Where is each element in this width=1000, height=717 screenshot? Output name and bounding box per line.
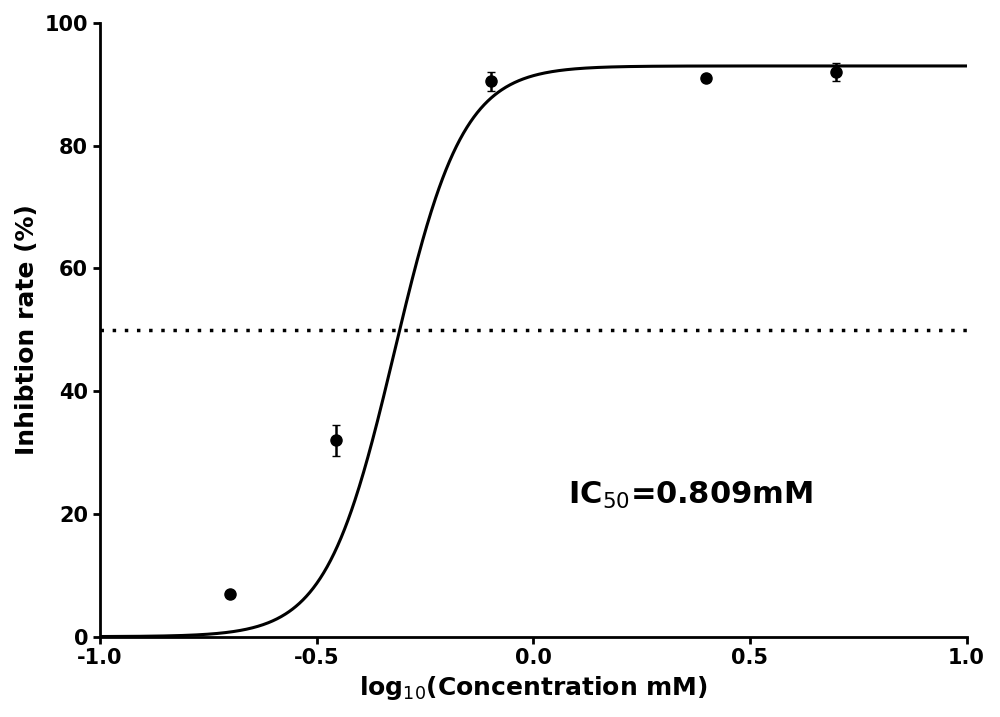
Y-axis label: Inhibtion rate (%): Inhibtion rate (%): [15, 204, 39, 455]
Text: IC$_{50}$=0.809mM: IC$_{50}$=0.809mM: [568, 480, 813, 511]
X-axis label: log$_{10}$(Concentration mM): log$_{10}$(Concentration mM): [359, 674, 708, 702]
